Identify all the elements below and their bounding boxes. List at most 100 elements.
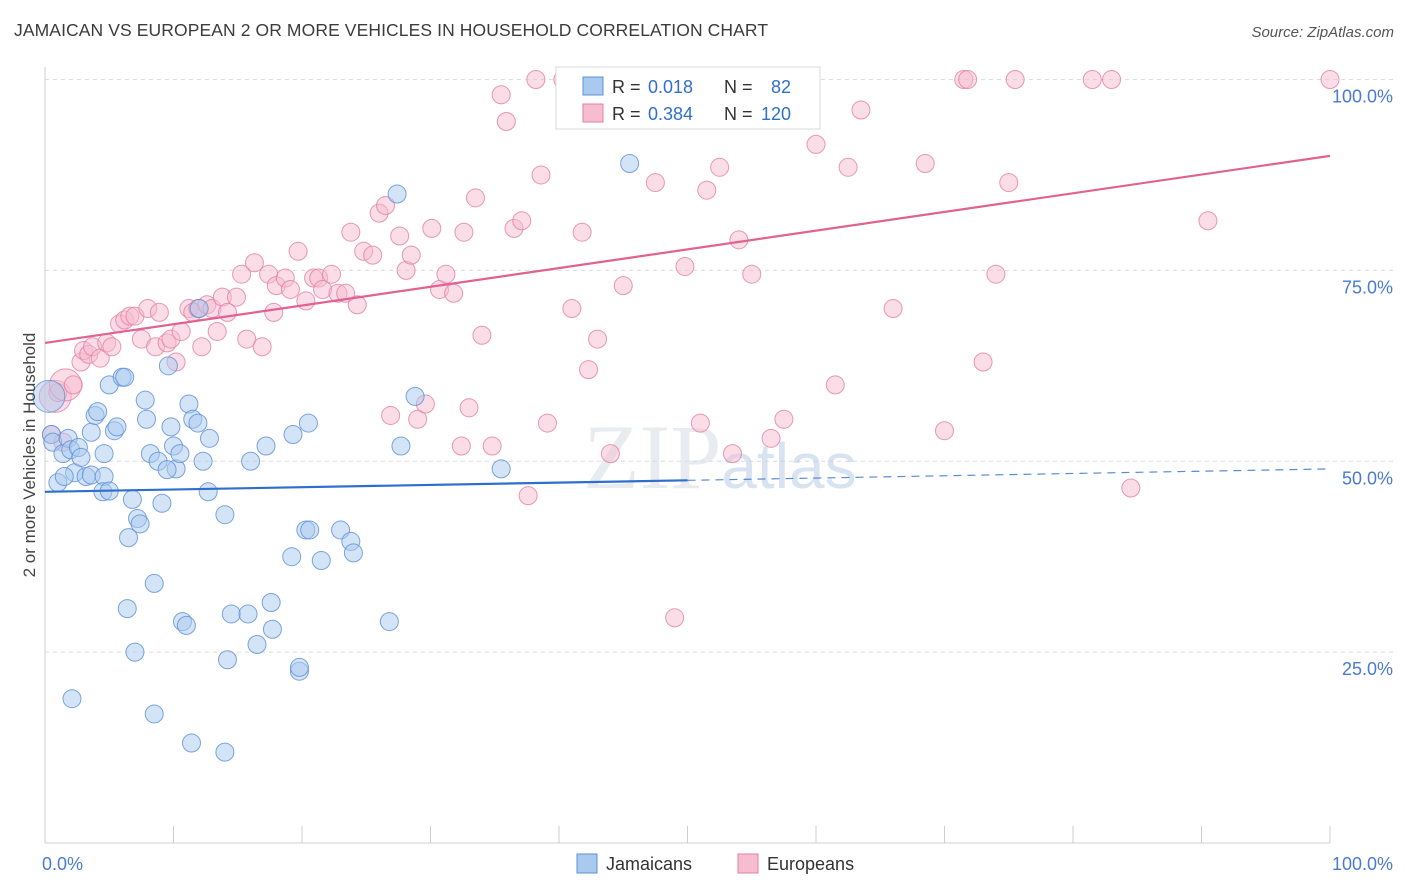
y-tick-labels: 25.0% 50.0% 75.0% 100.0%	[1332, 87, 1393, 680]
jamaicans-point	[343, 543, 363, 563]
europeans-point	[363, 245, 383, 265]
europeans-point	[322, 264, 342, 284]
europeans-point	[1005, 70, 1025, 89]
europeans-point	[742, 264, 762, 284]
series-legend: Jamaicans Europeans	[576, 853, 854, 874]
jamaicans-point	[137, 409, 157, 429]
europeans-point	[851, 100, 871, 120]
europeans-point	[883, 299, 903, 319]
jamaicans-point	[491, 459, 511, 479]
jamaicans-point	[188, 413, 208, 433]
jamaicans-point	[157, 460, 177, 480]
jamaicans-point	[107, 417, 127, 437]
stats-legend: R = 0.018 N = 82 R = 0.384 N = 120	[555, 66, 821, 130]
jamaicans-point	[387, 184, 407, 204]
europeans-point	[102, 337, 122, 357]
europeans-point	[1320, 70, 1340, 89]
jamaicans-point	[119, 528, 139, 548]
y-axis-label: 2 or more Vehicles in Household	[20, 333, 39, 578]
europeans-point	[806, 134, 826, 154]
europeans-point	[613, 276, 633, 296]
europeans-point	[1198, 211, 1218, 231]
legend-label-jamaicans: Jamaicans	[606, 854, 692, 874]
chart-source: Source: ZipAtlas.com	[1251, 24, 1394, 41]
jamaicans-swatch	[582, 76, 604, 96]
europeans-point	[244, 253, 264, 273]
europeans-point	[915, 153, 935, 173]
europeans-point	[645, 173, 665, 193]
europeans-point	[288, 241, 308, 261]
europeans-point	[1121, 478, 1141, 498]
jamaicans-point	[262, 619, 282, 639]
europeans-point	[999, 173, 1019, 193]
jamaicans-point	[391, 436, 411, 456]
europeans-point	[518, 486, 538, 506]
jamaicans-r-label: R =	[612, 77, 641, 97]
europeans-point	[390, 226, 410, 246]
jamaicans-point	[122, 489, 142, 509]
jamaicans-point	[161, 417, 181, 437]
jamaicans-point	[282, 547, 302, 567]
europeans-point	[986, 264, 1006, 284]
jamaicans-point	[130, 514, 150, 534]
europeans-point	[512, 211, 532, 231]
europeans-point	[579, 360, 599, 380]
jamaicans-point	[144, 704, 164, 724]
jamaicans-point	[189, 299, 209, 319]
jamaicans-point	[283, 425, 303, 445]
jamaicans-point	[135, 390, 155, 410]
europeans-point	[192, 337, 212, 357]
jamaicans-point	[170, 444, 190, 464]
jamaicans-point	[298, 413, 318, 433]
jamaicans-point	[217, 650, 237, 670]
jamaicans-point	[238, 604, 258, 624]
europeans-r-label: R =	[612, 104, 641, 124]
europeans-point	[237, 329, 257, 349]
europeans-point	[444, 283, 464, 303]
europeans-point	[451, 436, 471, 456]
europeans-point	[491, 85, 511, 105]
jamaicans-n-value: 82	[771, 77, 791, 97]
jamaicans-point	[261, 592, 281, 612]
europeans-point	[280, 279, 300, 299]
jamaicans-point	[241, 451, 261, 471]
europeans-point	[149, 302, 169, 322]
x-tick-labels: 0.0% 100.0%	[42, 854, 1393, 874]
europeans-point	[381, 405, 401, 425]
europeans-point	[690, 413, 710, 433]
europeans-point	[436, 264, 456, 284]
europeans-point	[207, 321, 227, 341]
europeans-point	[454, 222, 474, 242]
europeans-point	[722, 444, 742, 464]
jamaicans-point	[247, 634, 267, 654]
jamaicans-point	[221, 604, 241, 624]
legend-swatch-jamaicans	[576, 853, 598, 874]
europeans-point	[296, 291, 316, 311]
jamaicans-point	[144, 573, 164, 593]
jamaicans-point	[62, 689, 82, 709]
jamaicans-point	[125, 642, 145, 662]
jamaicans-point	[176, 615, 196, 635]
jamaicans-point	[215, 742, 235, 762]
europeans-point	[408, 409, 428, 429]
europeans-point	[472, 325, 492, 345]
europeans-point	[531, 165, 551, 185]
jamaicans-point	[193, 451, 213, 471]
y-tick-label: 75.0%	[1342, 277, 1393, 297]
legend-swatch-europeans	[737, 853, 759, 874]
europeans-point	[935, 421, 954, 441]
jamaicans-point	[379, 612, 399, 632]
x-tick-label: 0.0%	[42, 854, 83, 874]
europeans-point	[459, 398, 479, 418]
y-tick-label: 100.0%	[1332, 87, 1393, 107]
jamaicans-point	[311, 551, 331, 571]
europeans-point	[697, 180, 717, 200]
europeans-point	[838, 157, 858, 177]
jamaicans-n-label: N =	[724, 77, 753, 97]
europeans-point	[226, 287, 246, 307]
europeans-point	[63, 375, 83, 395]
jamaicans-point	[289, 657, 309, 677]
jamaicans-point	[405, 386, 425, 406]
europeans-trend-line	[44, 154, 1331, 344]
